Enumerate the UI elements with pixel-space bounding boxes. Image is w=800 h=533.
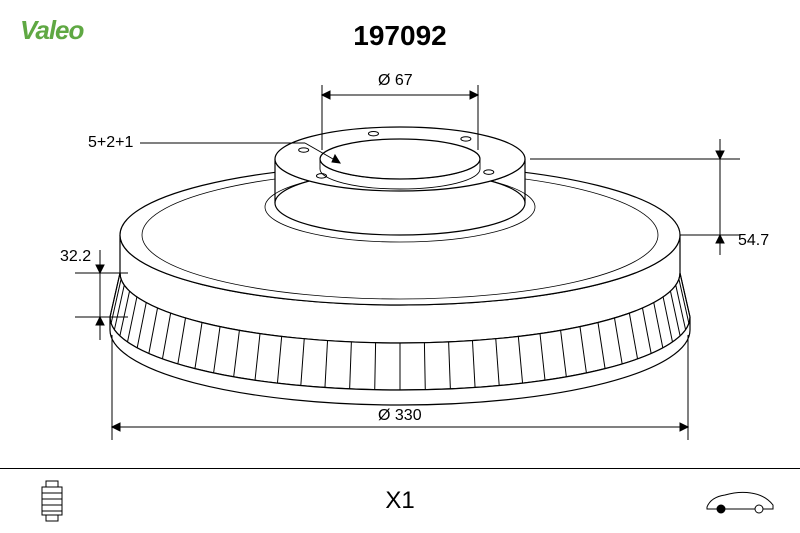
car-icon [705, 487, 775, 515]
brand-logo: Valeo [20, 15, 83, 46]
dim-holes: 5+2+1 [88, 134, 133, 152]
disc-side-icon [40, 479, 64, 523]
footer: X1 [0, 468, 800, 533]
dim-bore-dia: Ø 67 [378, 72, 413, 90]
dim-height: 54.7 [738, 232, 769, 250]
dim-outer-dia: Ø 330 [378, 407, 422, 425]
technical-drawing [0, 55, 800, 465]
dim-thickness: 32.2 [60, 248, 91, 266]
part-number: 197092 [353, 20, 446, 52]
quantity-label: X1 [385, 487, 414, 515]
